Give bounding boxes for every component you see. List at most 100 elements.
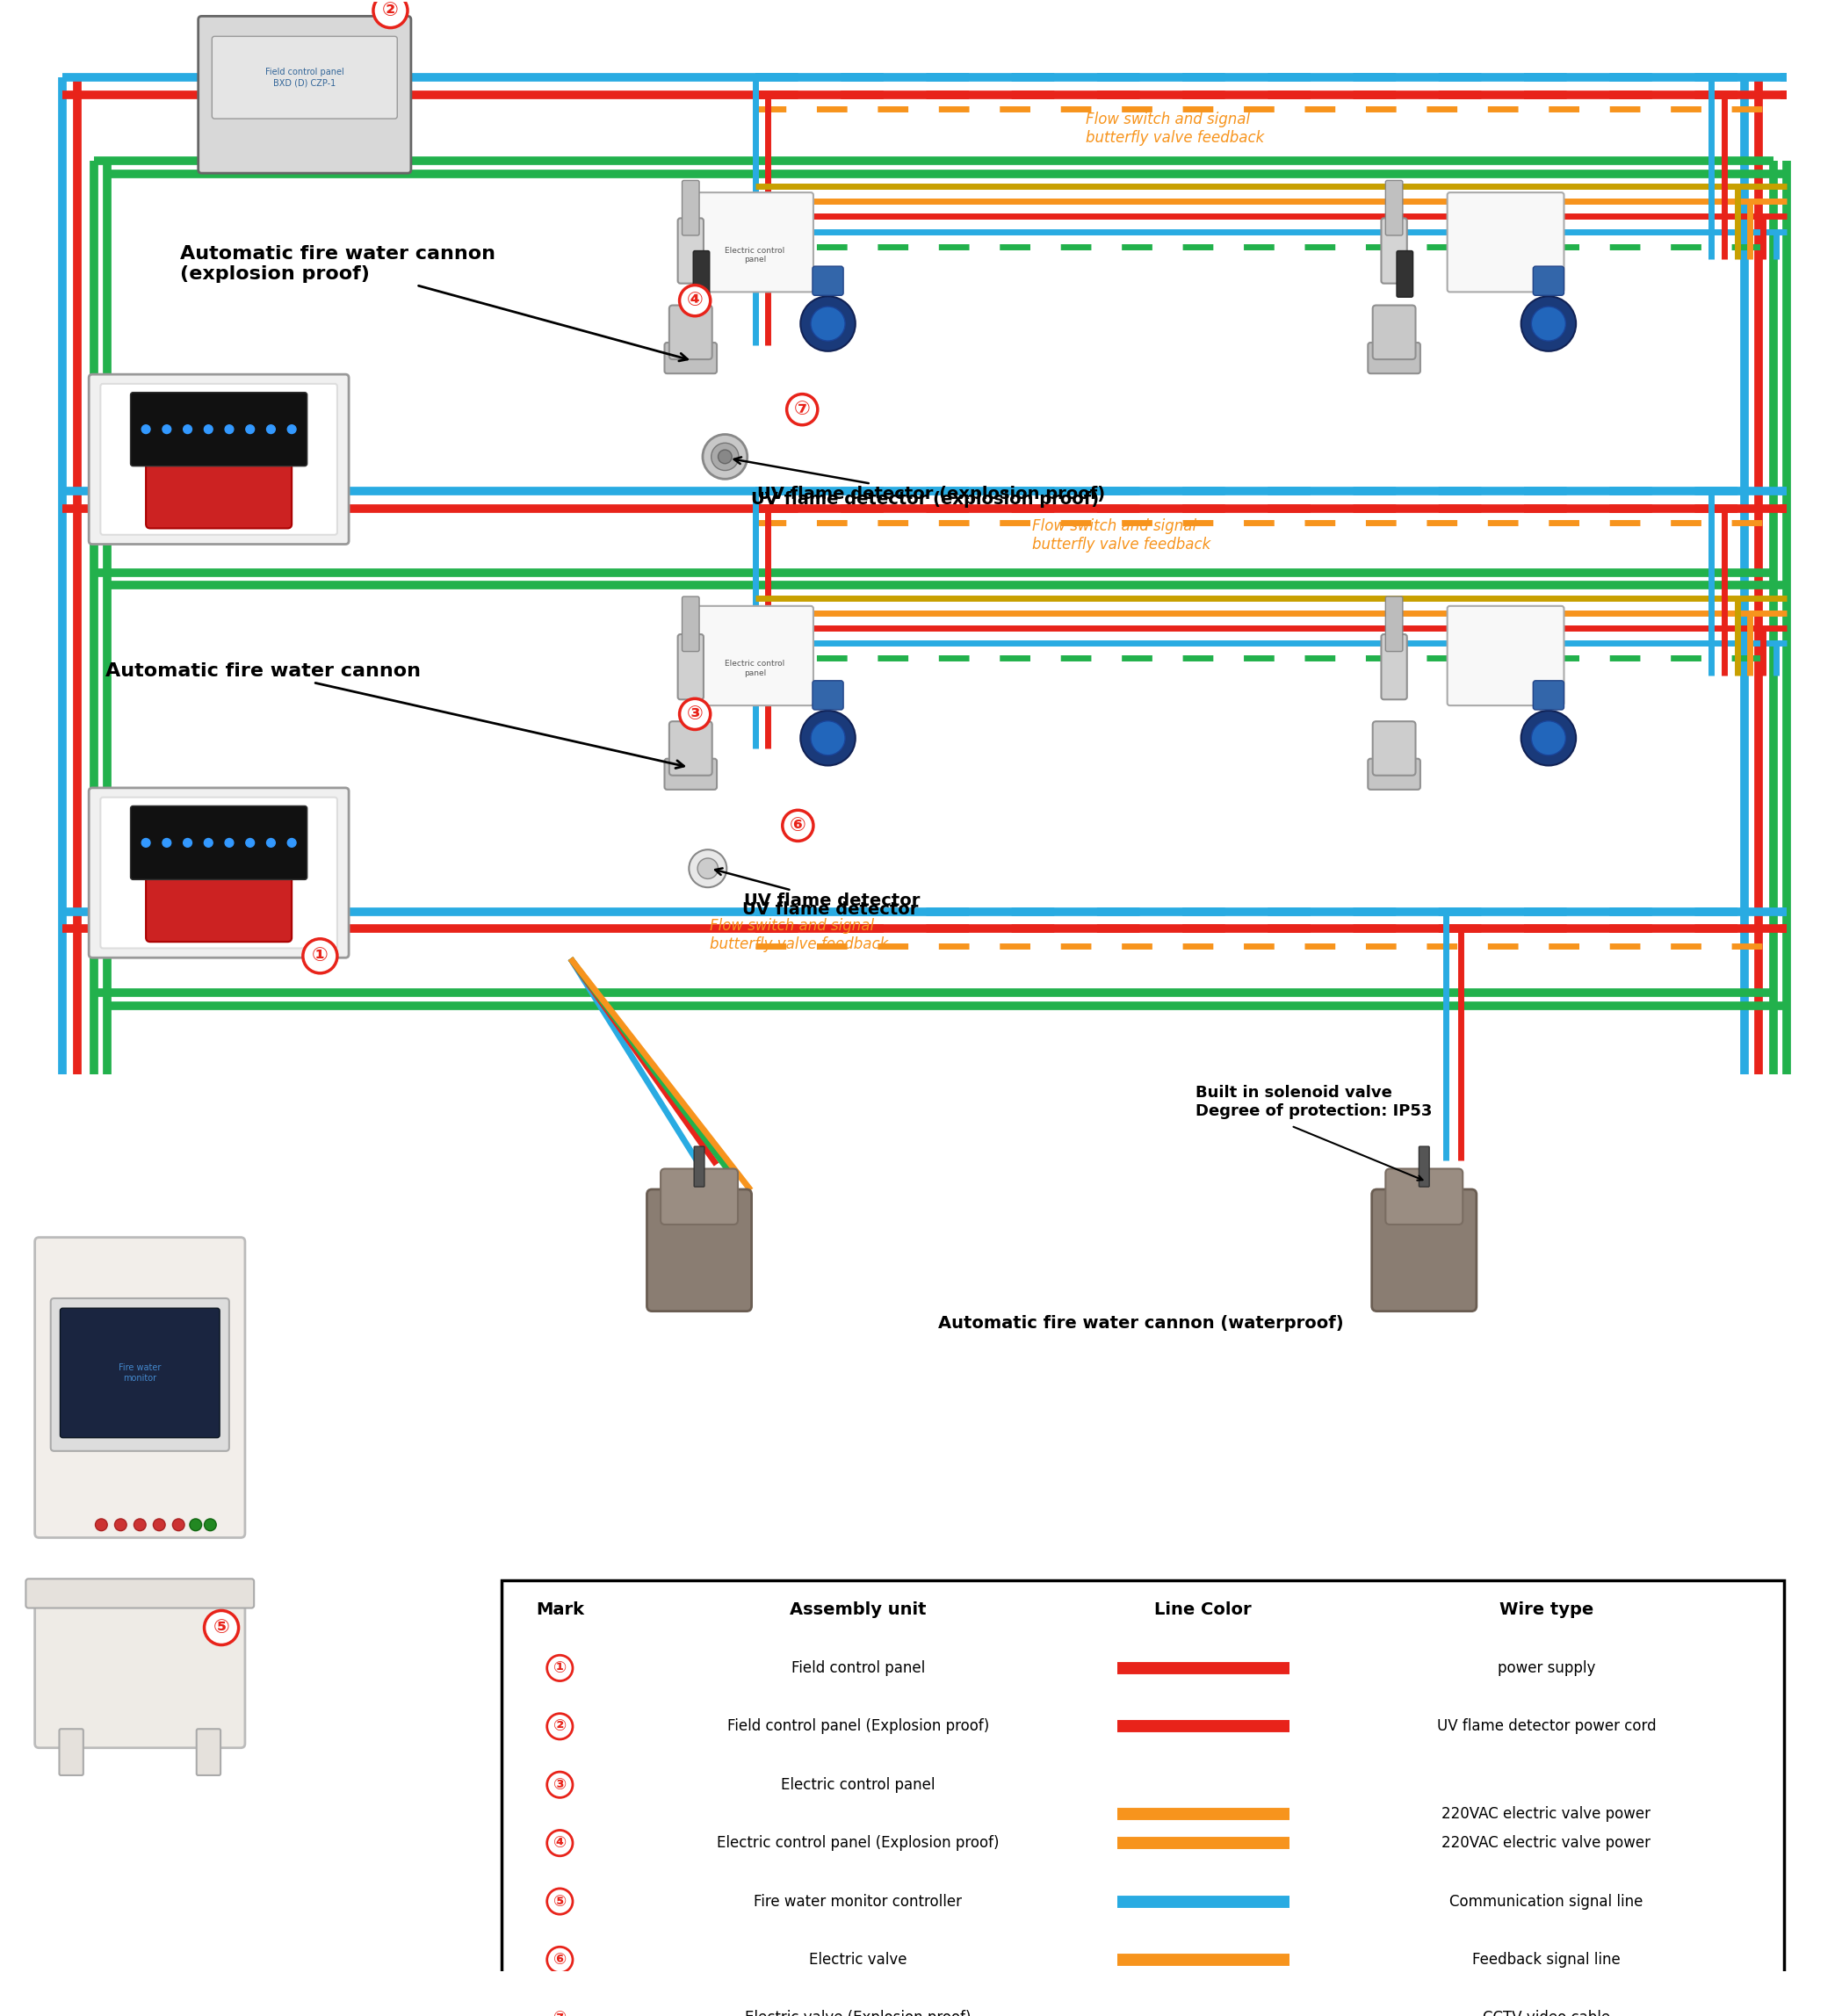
FancyBboxPatch shape <box>501 1581 1785 2016</box>
Text: 220VAC electric valve power: 220VAC electric valve power <box>1442 1806 1650 1822</box>
FancyBboxPatch shape <box>61 1308 219 1437</box>
FancyBboxPatch shape <box>59 1730 83 1776</box>
Circle shape <box>184 839 192 847</box>
Text: Feedback signal line: Feedback signal line <box>1472 1951 1621 1968</box>
Text: Fire water
monitor: Fire water monitor <box>118 1363 160 1383</box>
Circle shape <box>302 939 337 974</box>
Circle shape <box>96 1518 107 1530</box>
FancyBboxPatch shape <box>35 1585 245 1748</box>
FancyBboxPatch shape <box>199 16 411 173</box>
Text: Wire type: Wire type <box>1499 1601 1593 1619</box>
Circle shape <box>204 1518 216 1530</box>
Circle shape <box>547 1947 573 1972</box>
FancyBboxPatch shape <box>35 1238 245 1538</box>
Circle shape <box>267 425 274 433</box>
Text: Built in solenoid valve
Degree of protection: IP53: Built in solenoid valve Degree of protec… <box>1195 1085 1431 1119</box>
Text: ②: ② <box>381 2 398 20</box>
Text: ⑤: ⑤ <box>214 1619 230 1637</box>
Circle shape <box>173 1518 184 1530</box>
Text: Assembly unit: Assembly unit <box>790 1601 927 1619</box>
Circle shape <box>1531 306 1566 341</box>
Circle shape <box>204 425 212 433</box>
FancyBboxPatch shape <box>1533 681 1564 710</box>
Circle shape <box>1521 296 1577 351</box>
Circle shape <box>547 1889 573 1915</box>
FancyBboxPatch shape <box>1372 304 1415 359</box>
Circle shape <box>547 1714 573 1740</box>
FancyBboxPatch shape <box>1448 192 1564 292</box>
Text: ②: ② <box>553 1718 567 1734</box>
Circle shape <box>689 849 728 887</box>
FancyBboxPatch shape <box>197 1730 221 1776</box>
Circle shape <box>1521 712 1577 766</box>
FancyBboxPatch shape <box>1385 181 1404 236</box>
FancyBboxPatch shape <box>678 218 704 284</box>
FancyBboxPatch shape <box>669 304 713 359</box>
Text: ⑥: ⑥ <box>790 816 807 835</box>
Circle shape <box>162 839 171 847</box>
Text: Line Color: Line Color <box>1155 1601 1253 1619</box>
FancyBboxPatch shape <box>1382 218 1407 284</box>
Text: Communication signal line: Communication signal line <box>1450 1893 1643 1909</box>
Circle shape <box>287 839 297 847</box>
FancyBboxPatch shape <box>682 181 700 236</box>
Circle shape <box>547 1831 573 1857</box>
Circle shape <box>547 1772 573 1798</box>
Circle shape <box>547 2006 573 2016</box>
FancyBboxPatch shape <box>101 796 337 948</box>
FancyBboxPatch shape <box>1382 635 1407 700</box>
Circle shape <box>801 712 855 766</box>
Circle shape <box>184 425 192 433</box>
Circle shape <box>142 839 151 847</box>
Text: UV flame detector (explosion proof): UV flame detector (explosion proof) <box>752 492 1098 508</box>
Circle shape <box>1531 722 1566 756</box>
Circle shape <box>711 444 739 470</box>
Text: Flow switch and signal
butterfly valve feedback: Flow switch and signal butterfly valve f… <box>1032 518 1210 552</box>
FancyBboxPatch shape <box>1369 343 1420 373</box>
Text: ④: ④ <box>687 292 704 308</box>
Text: Automatic fire water cannon: Automatic fire water cannon <box>105 663 683 768</box>
FancyBboxPatch shape <box>1385 597 1404 651</box>
Circle shape <box>702 433 748 480</box>
Circle shape <box>204 1611 239 1645</box>
Circle shape <box>801 296 855 351</box>
Circle shape <box>698 859 718 879</box>
Text: ①: ① <box>553 1659 567 1675</box>
FancyBboxPatch shape <box>1372 722 1415 776</box>
Text: Electric valve: Electric valve <box>809 1951 906 1968</box>
FancyBboxPatch shape <box>26 1579 254 1609</box>
Circle shape <box>225 839 234 847</box>
FancyBboxPatch shape <box>88 375 348 544</box>
FancyBboxPatch shape <box>661 1169 739 1224</box>
FancyBboxPatch shape <box>669 722 713 776</box>
FancyBboxPatch shape <box>131 393 308 466</box>
Text: UV flame detector power cord: UV flame detector power cord <box>1437 1718 1656 1734</box>
Circle shape <box>810 306 845 341</box>
FancyBboxPatch shape <box>812 266 844 296</box>
FancyBboxPatch shape <box>52 1298 228 1452</box>
Circle shape <box>162 425 171 433</box>
Text: Electric control
panel: Electric control panel <box>726 246 785 264</box>
Text: Automatic fire water cannon
(explosion proof): Automatic fire water cannon (explosion p… <box>181 244 687 361</box>
Circle shape <box>374 0 407 28</box>
Text: Field control panel
BXD (D) CZP-1: Field control panel BXD (D) CZP-1 <box>265 69 344 87</box>
Text: Flow switch and signal
butterfly valve feedback: Flow switch and signal butterfly valve f… <box>1085 113 1264 145</box>
FancyBboxPatch shape <box>682 597 700 651</box>
Text: Field control panel: Field control panel <box>790 1659 925 1675</box>
Circle shape <box>287 425 297 433</box>
Text: CCTV video cable: CCTV video cable <box>1483 2010 1610 2016</box>
Text: ①: ① <box>311 948 328 966</box>
Circle shape <box>225 425 234 433</box>
Text: Flow switch and signal
butterfly valve feedback: Flow switch and signal butterfly valve f… <box>709 919 888 952</box>
Text: ③: ③ <box>553 1776 567 1792</box>
Text: Electric control panel (Explosion proof): Electric control panel (Explosion proof) <box>717 1835 998 1851</box>
Text: Electric valve (Explosion proof): Electric valve (Explosion proof) <box>744 2010 971 2016</box>
Circle shape <box>787 393 818 425</box>
Text: ③: ③ <box>687 706 704 724</box>
Circle shape <box>245 839 254 847</box>
Text: UV flame detector: UV flame detector <box>742 901 917 917</box>
FancyBboxPatch shape <box>1385 1169 1463 1224</box>
FancyBboxPatch shape <box>647 1189 752 1310</box>
FancyBboxPatch shape <box>696 607 814 706</box>
FancyBboxPatch shape <box>101 383 337 534</box>
